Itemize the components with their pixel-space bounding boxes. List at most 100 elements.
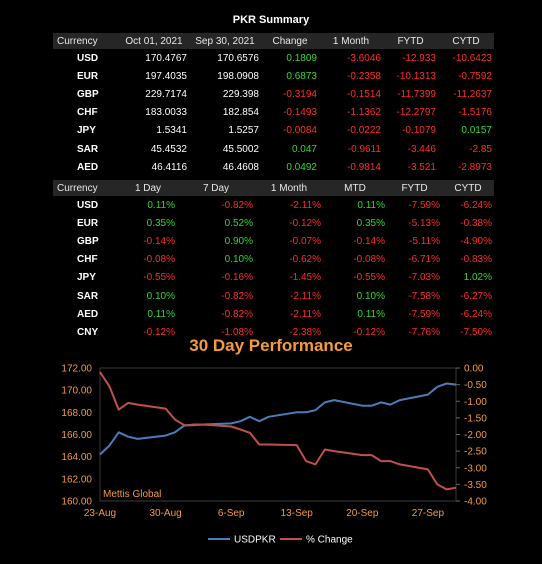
table-cell: -0.83% [460, 254, 492, 266]
column-header: 1 Day [119, 180, 177, 196]
table-cell: 0.90% [224, 235, 253, 247]
currency-code: USD [77, 199, 99, 211]
table-cell: -3.6046 [347, 52, 381, 64]
table-cell: 0.1809 [286, 52, 317, 64]
currency-code: SAR [77, 290, 99, 302]
table-cell: -7.76% [408, 326, 440, 338]
table-cell: -2.38% [289, 326, 321, 338]
column-header: Sep 30, 2021 [189, 33, 261, 49]
y-right-tick-label: -1.50 [464, 413, 487, 424]
table-row: CHF -0.08% 0.10% -0.62% -0.08% -6.71% -0.83% [53, 251, 494, 269]
table-cell: -0.38% [460, 217, 492, 229]
table-cell: -0.14% [143, 235, 175, 247]
table-cell: 0.11% [357, 199, 385, 211]
table-row: SAR 0.10% -0.82% -2.11% 0.10% -7.58% -6.27% [53, 287, 494, 305]
table-cell: -3.446 [407, 143, 436, 155]
y-left-tick-label: 168.00 [61, 408, 92, 419]
table-cell: -0.12% [353, 326, 385, 338]
table-cell: -0.9611 [347, 143, 381, 155]
table-row: EUR 0.35% 0.52% -0.12% 0.35% -5.13% -0.38% [53, 214, 494, 232]
table-cell: 0.10% [356, 290, 385, 302]
table-cell: -7.58% [408, 290, 440, 302]
table-cell: -0.1079 [402, 125, 436, 137]
table-cell: -12.2797 [396, 107, 436, 119]
table-cell: -7.59% [408, 199, 440, 211]
table-cell: -6.27% [460, 290, 492, 302]
table-cell: -0.82% [221, 308, 253, 320]
table-cell: 0.52% [224, 217, 253, 229]
table-cell: -0.12% [289, 217, 321, 229]
table-cell: -0.1514 [347, 88, 381, 100]
table-cell: -10.6423 [452, 52, 492, 64]
column-header: CYTD [438, 33, 494, 49]
column-header: Oct 01, 2021 [119, 33, 189, 49]
table-cell: 45.4532 [150, 143, 187, 155]
table-cell: 197.4035 [145, 70, 187, 82]
rates-table: Currency Oct 01, 2021 Sep 30, 2021 Change 1 … [53, 33, 494, 195]
currency-code: CNY [77, 326, 99, 338]
table-cell: 0.10% [146, 290, 175, 302]
x-tick-label: 6-Sep [218, 508, 245, 519]
x-tick-label: 27-Sep [412, 508, 445, 519]
x-tick-label: 20-Sep [346, 508, 379, 519]
table-cell: 198.0908 [217, 70, 259, 82]
table-cell: 183.0033 [145, 107, 187, 119]
table-cell: -0.1493 [283, 107, 317, 119]
table-cell: -0.82% [221, 199, 253, 211]
table-cell: -0.55% [143, 272, 175, 284]
table-cell: -0.7592 [458, 70, 492, 82]
table-row: SAR 45.4532 45.5002 0.047 -0.9611 -3.446 -2.85 [53, 140, 494, 158]
table-cell: 0.35% [146, 217, 175, 229]
table-row: AED 46.4116 46.4608 0.0492 -0.9814 -3.521 -2.8… [53, 158, 494, 176]
currency-code: AED [77, 308, 99, 320]
table-cell: -0.55% [353, 272, 385, 284]
table-cell: 0.6873 [286, 70, 317, 82]
table-cell: -6.71% [408, 254, 440, 266]
table-cell: -5.11% [409, 235, 440, 247]
column-header: FYTD [383, 33, 438, 49]
table-cell: -2.11% [290, 308, 321, 320]
y-right-tick-label: -0.50 [464, 380, 487, 391]
table-row: GBP -0.14% 0.90% -0.07% -0.14% -5.11% -4.90% [53, 232, 494, 250]
table-row: USD 0.11% -0.82% -2.11% 0.11% -7.59% -6.24% [53, 196, 494, 214]
plot-area [99, 367, 457, 502]
table-cell: -0.14% [353, 235, 385, 247]
table-cell: 1.5257 [228, 125, 259, 137]
y-right-tick-label: -3.50 [464, 480, 487, 491]
table-cell: -5.13% [408, 217, 440, 229]
table-cell: 170.4767 [145, 52, 187, 64]
table-cell: -6.24% [460, 308, 492, 320]
table-cell: -0.62% [289, 254, 321, 266]
y-right-tick-label: -2.50 [464, 447, 487, 458]
currency-code: EUR [77, 70, 99, 82]
column-header: MTD [323, 180, 387, 196]
table-cell: 182.854 [222, 107, 259, 119]
currency-code: SAR [77, 143, 99, 155]
table-row: GBP 229.7174 229.398 -0.3194 -0.1514 -11.7399… [53, 85, 494, 103]
table-cell: 229.398 [222, 88, 259, 100]
y-left-tick-label: 166.00 [61, 430, 92, 441]
table-cell: -2.85 [469, 143, 492, 155]
y-left-tick-label: 172.00 [61, 364, 92, 375]
table-cell: -0.12% [143, 326, 175, 338]
column-header: Change [261, 33, 319, 49]
currency-code: USD [77, 52, 99, 64]
table-cell: 0.35% [356, 217, 385, 229]
currency-code: JPY [77, 272, 96, 284]
table-cell: 1.5341 [156, 125, 187, 137]
table-cell: -2.8973 [458, 161, 492, 173]
series-line-pct-change [99, 371, 457, 491]
currency-code: JPY [77, 125, 96, 137]
table-cell: -0.82% [221, 290, 253, 302]
table-cell: -1.1362 [347, 107, 381, 119]
table-cell: 0.11% [147, 199, 175, 211]
watermark-label: Mettis Global [103, 489, 161, 500]
chart-title: 30 Day Performance [189, 336, 353, 355]
table-cell: 46.4608 [222, 161, 259, 173]
column-header: FYTD [387, 180, 442, 196]
table-cell: -0.08% [143, 254, 175, 266]
column-header: Currency [53, 180, 119, 196]
table-cell: -4.90% [460, 235, 492, 247]
table-cell: -6.24% [460, 199, 492, 211]
y-left-tick-label: 170.00 [61, 386, 92, 397]
